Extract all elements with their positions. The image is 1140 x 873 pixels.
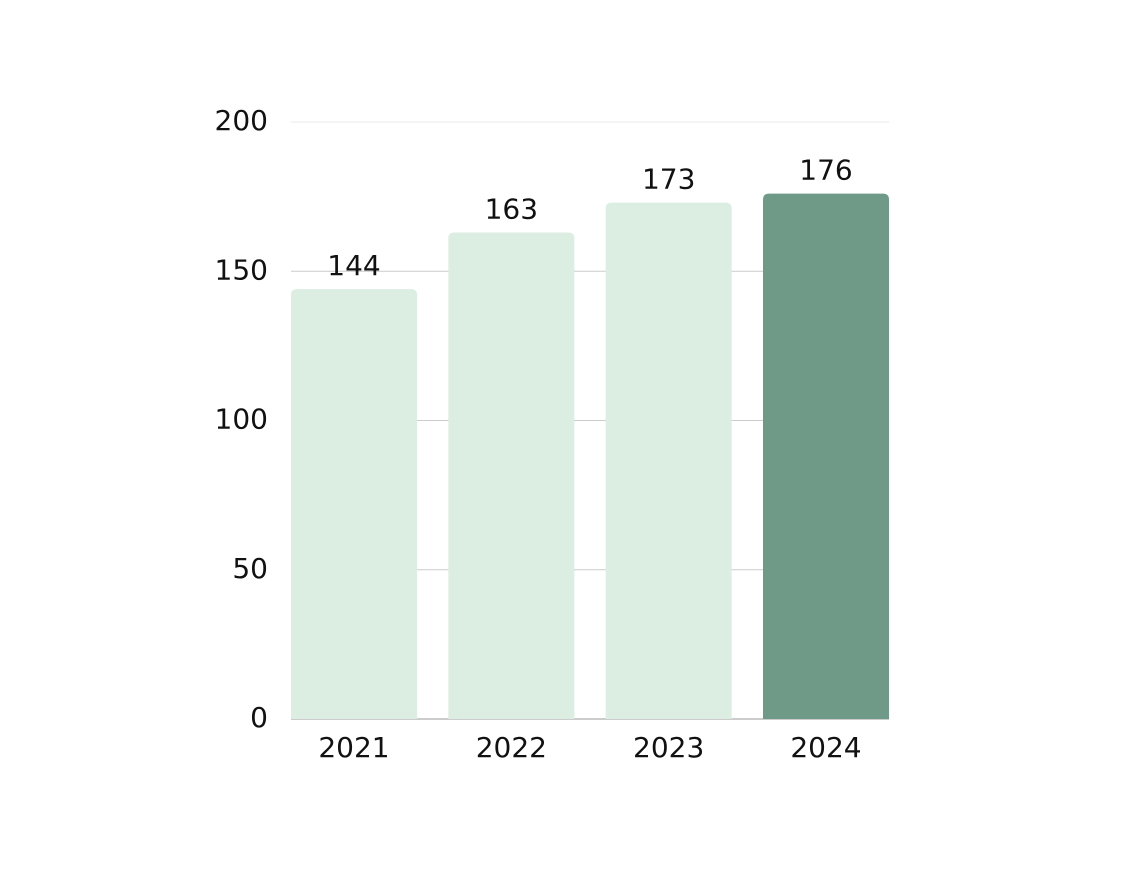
bar bbox=[291, 289, 417, 719]
y-tick-label: 0 bbox=[250, 701, 268, 734]
x-tick-label: 2023 bbox=[633, 731, 704, 764]
bar bbox=[763, 193, 889, 719]
value-label: 144 bbox=[327, 249, 380, 282]
y-tick-label: 50 bbox=[232, 552, 268, 585]
value-label: 163 bbox=[485, 192, 538, 225]
y-tick-label: 200 bbox=[215, 104, 268, 137]
x-tick-label: 2022 bbox=[476, 731, 547, 764]
x-tick-label: 2021 bbox=[318, 731, 389, 764]
x-tick-label: 2024 bbox=[790, 731, 861, 764]
bar bbox=[448, 232, 575, 719]
y-tick-label: 100 bbox=[215, 403, 268, 436]
value-label: 176 bbox=[799, 154, 852, 187]
y-tick-label: 150 bbox=[215, 253, 268, 286]
bar bbox=[605, 202, 732, 720]
value-label: 173 bbox=[642, 163, 695, 196]
